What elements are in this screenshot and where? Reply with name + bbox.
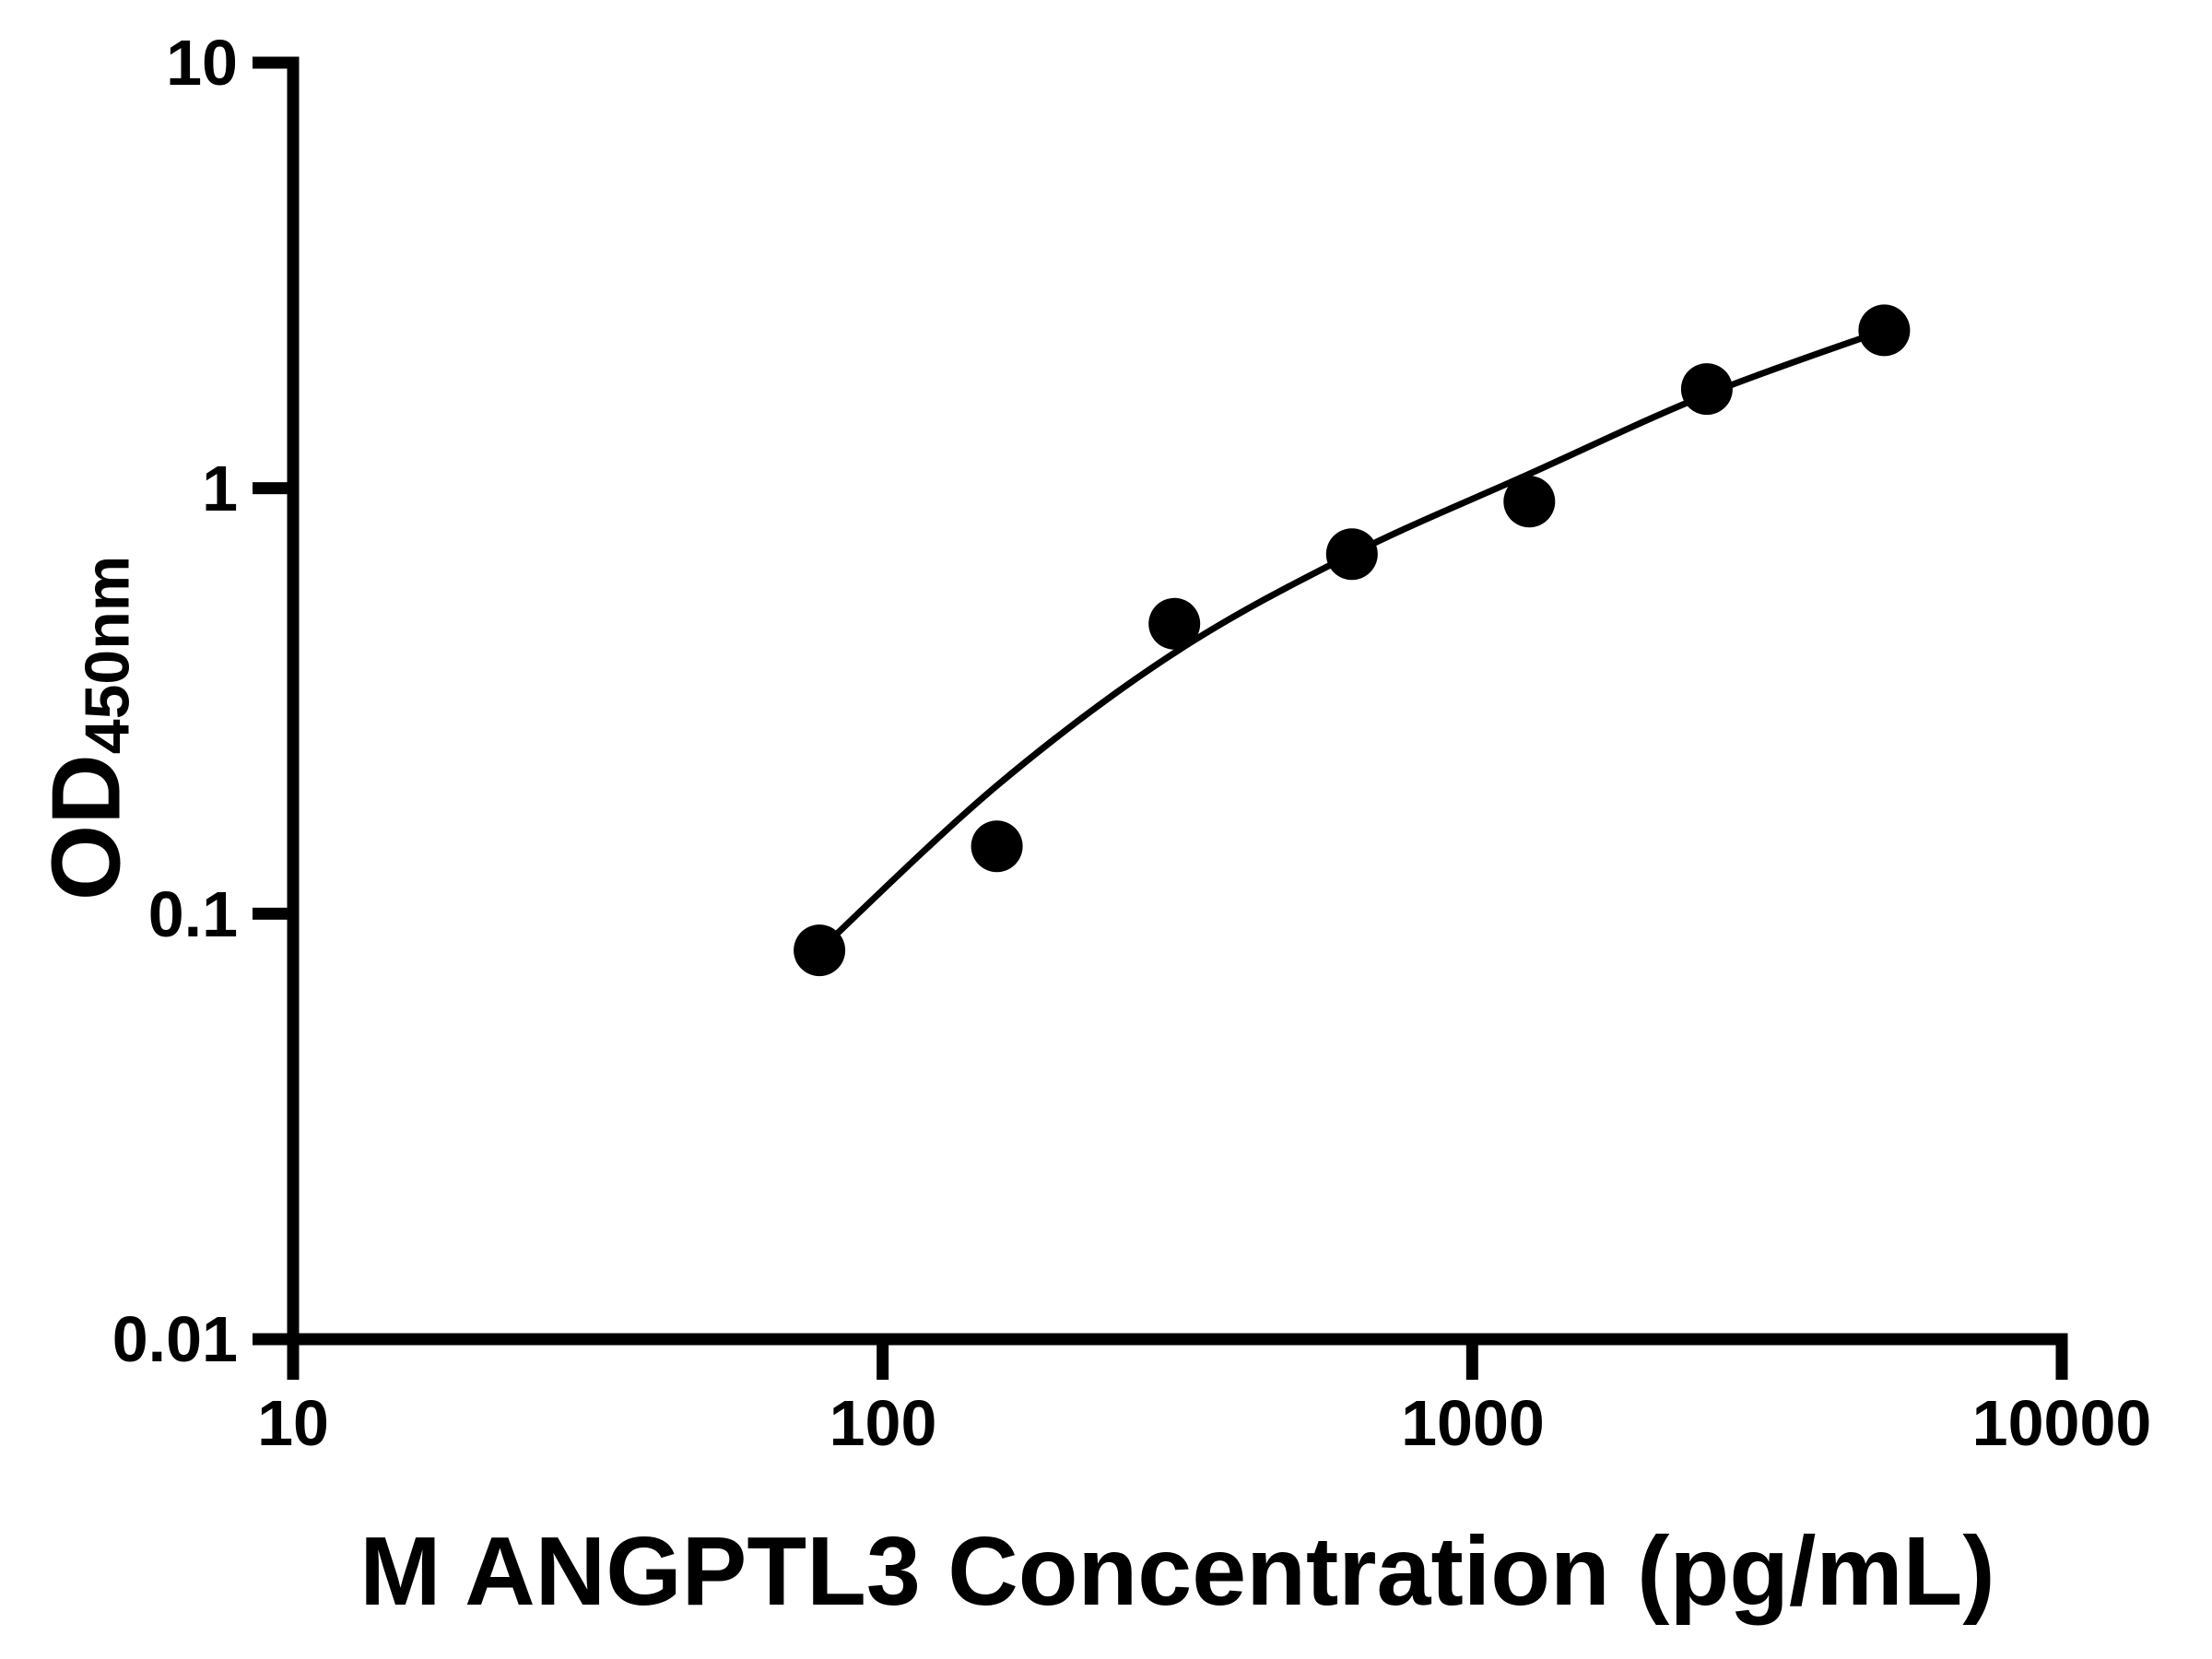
y-tick-label-0p01: 0.01 [112, 1303, 238, 1375]
y-tick-label-0p1: 0.1 [147, 878, 238, 950]
x-axis-spine [287, 1333, 2068, 1346]
y-axis-spine [287, 56, 300, 1346]
data-point [1325, 528, 1378, 581]
x-tick-label-1000: 1000 [1401, 1387, 1545, 1459]
y-axis-title-subscript: 450nm [72, 555, 143, 755]
y-tick [253, 482, 293, 495]
y-axis-title: OD450nm [32, 556, 149, 900]
data-point [1503, 476, 1556, 528]
data-point [1858, 304, 1911, 357]
data-point [1680, 363, 1733, 416]
x-tick [877, 1339, 889, 1380]
x-tick-label-10: 10 [257, 1387, 329, 1459]
x-tick [287, 1339, 300, 1380]
y-tick [253, 56, 293, 69]
y-tick [253, 907, 293, 920]
data-point [794, 924, 846, 977]
x-tick-label-100: 100 [829, 1387, 937, 1459]
y-tick [253, 1333, 293, 1346]
x-axis-title: M ANGPTL3 Concentration (pg/mL) [359, 1517, 1995, 1626]
x-tick [2055, 1339, 2068, 1380]
x-tick [1465, 1339, 1478, 1380]
y-tick-label-1: 1 [202, 453, 238, 524]
x-tick-label-10000: 10000 [1971, 1387, 2152, 1459]
data-point [971, 820, 1023, 873]
data-point [1148, 597, 1201, 650]
y-axis-title-main: OD [31, 754, 141, 901]
y-tick-label-10: 10 [166, 27, 238, 99]
